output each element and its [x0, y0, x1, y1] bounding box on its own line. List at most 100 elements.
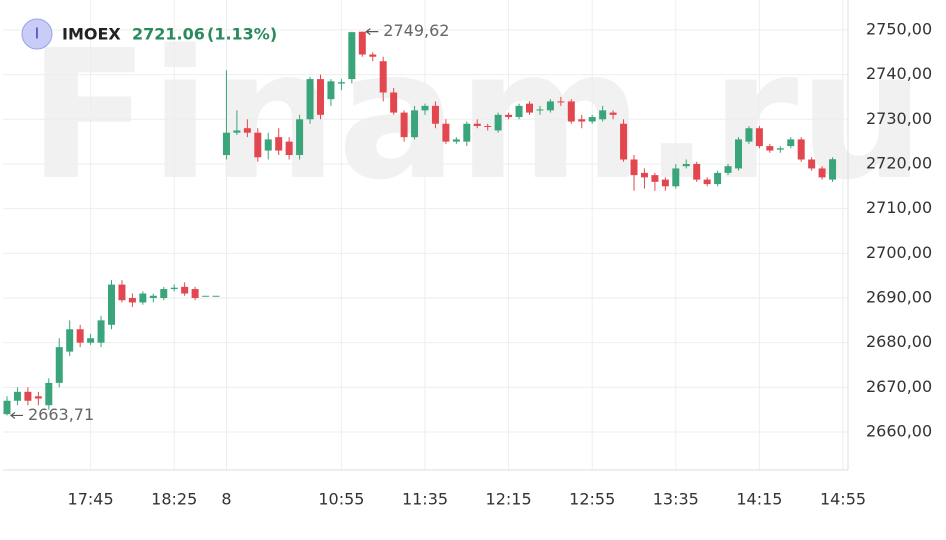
candle-body [97, 320, 105, 343]
candle-body [766, 146, 774, 151]
y-tick-label: 2670,00 [866, 377, 932, 396]
candle-body [66, 329, 74, 352]
candle-body [379, 61, 387, 93]
candle-body [546, 101, 554, 111]
candle-body [620, 123, 628, 160]
x-tick-label: 10:55 [318, 490, 364, 509]
candle-body [400, 112, 408, 138]
candle-body [526, 103, 533, 113]
watermark: Finam.ru [28, 12, 925, 219]
candle-body [369, 54, 377, 57]
candle-body [640, 172, 648, 178]
x-tick-label: 11:35 [402, 490, 448, 509]
candle-body [818, 168, 826, 178]
candle-body [243, 128, 251, 133]
candle-body [703, 179, 711, 185]
x-tick-label: 14:15 [736, 490, 782, 509]
annotation-arrow [10, 411, 23, 419]
candle-body [473, 123, 481, 126]
candle-body [567, 101, 575, 122]
candle-body [672, 168, 680, 187]
candle-body [87, 338, 95, 343]
candle-body [264, 139, 272, 151]
candle-body [108, 284, 115, 325]
candle-body [452, 139, 460, 142]
candle-body [55, 347, 63, 383]
candle-body [808, 159, 816, 169]
candle-body [317, 79, 324, 115]
candle-body [202, 295, 210, 297]
candle-body [160, 289, 168, 298]
candle-body [421, 105, 429, 111]
candle-body [118, 284, 126, 301]
candle-body [682, 163, 690, 167]
candle-body [296, 119, 304, 156]
candle-body [745, 128, 753, 142]
x-tick-label: 12:15 [486, 490, 532, 509]
candle-body [599, 110, 607, 120]
annotation-arrow [365, 28, 379, 36]
candle-body [24, 391, 32, 401]
candle-body [442, 123, 450, 142]
candle-body [128, 297, 136, 303]
y-tick-label: 2660,00 [866, 422, 932, 441]
y-tick-label: 2720,00 [866, 153, 932, 172]
candle-body [3, 400, 11, 415]
candle-body [714, 172, 722, 185]
candle-body [139, 293, 147, 303]
candle-body [191, 289, 199, 298]
annotation-label: 2749,62 [383, 21, 449, 40]
x-tick-label: 13:35 [653, 490, 699, 509]
x-tick-label: 14:55 [820, 490, 866, 509]
candle-body [222, 132, 230, 156]
candle-body [651, 175, 659, 182]
price: 2721.06 [132, 25, 205, 44]
candle-body [306, 79, 314, 120]
x-tick-label: 17:45 [68, 490, 114, 509]
candle-body [609, 112, 617, 115]
x-tick-label: 18:25 [151, 490, 197, 509]
candle-body [390, 92, 398, 113]
candles [3, 31, 837, 416]
labels: 2660,00 2670,00 2680,00 2690,00 2700,00 2710,… [10, 19, 932, 509]
candle-body [45, 382, 53, 406]
candle-body [149, 295, 157, 298]
candle-body [505, 114, 513, 118]
x-tick-label: 12:55 [569, 490, 615, 509]
candle-body [588, 117, 596, 122]
y-tick-label: 2710,00 [866, 198, 932, 217]
symbol-icon-letter: I [35, 25, 39, 43]
candle-body [463, 123, 471, 142]
annotation-label: 2663,71 [28, 405, 94, 424]
y-tick-label: 2750,00 [866, 19, 932, 38]
candle-body [181, 286, 189, 294]
candle-body [776, 148, 784, 150]
candle-body [755, 128, 763, 147]
candle-body [735, 139, 742, 169]
candle-body [327, 81, 335, 100]
candle-body [254, 132, 262, 158]
candle-body [285, 141, 293, 156]
candle-body [693, 163, 701, 180]
y-tick-label: 2690,00 [866, 287, 932, 306]
candle-body [578, 119, 586, 122]
candle-body [724, 166, 732, 173]
candle-body [358, 31, 366, 55]
candle-body [661, 179, 669, 187]
candle-body [557, 101, 565, 103]
candle-body [233, 130, 241, 133]
y-tick-label: 2730,00 [866, 109, 932, 128]
candle-body [787, 139, 795, 147]
candle-body [170, 287, 178, 290]
y-tick-label: 2740,00 [866, 64, 932, 83]
candle-body [76, 329, 84, 343]
candle-body [13, 391, 21, 401]
y-tick-label: 2700,00 [866, 243, 932, 262]
candle-body [536, 109, 544, 111]
candle-body [515, 105, 523, 118]
candle-body [630, 159, 638, 176]
candle-body [337, 82, 345, 84]
candle-body [411, 110, 419, 138]
candle-body [797, 139, 805, 160]
